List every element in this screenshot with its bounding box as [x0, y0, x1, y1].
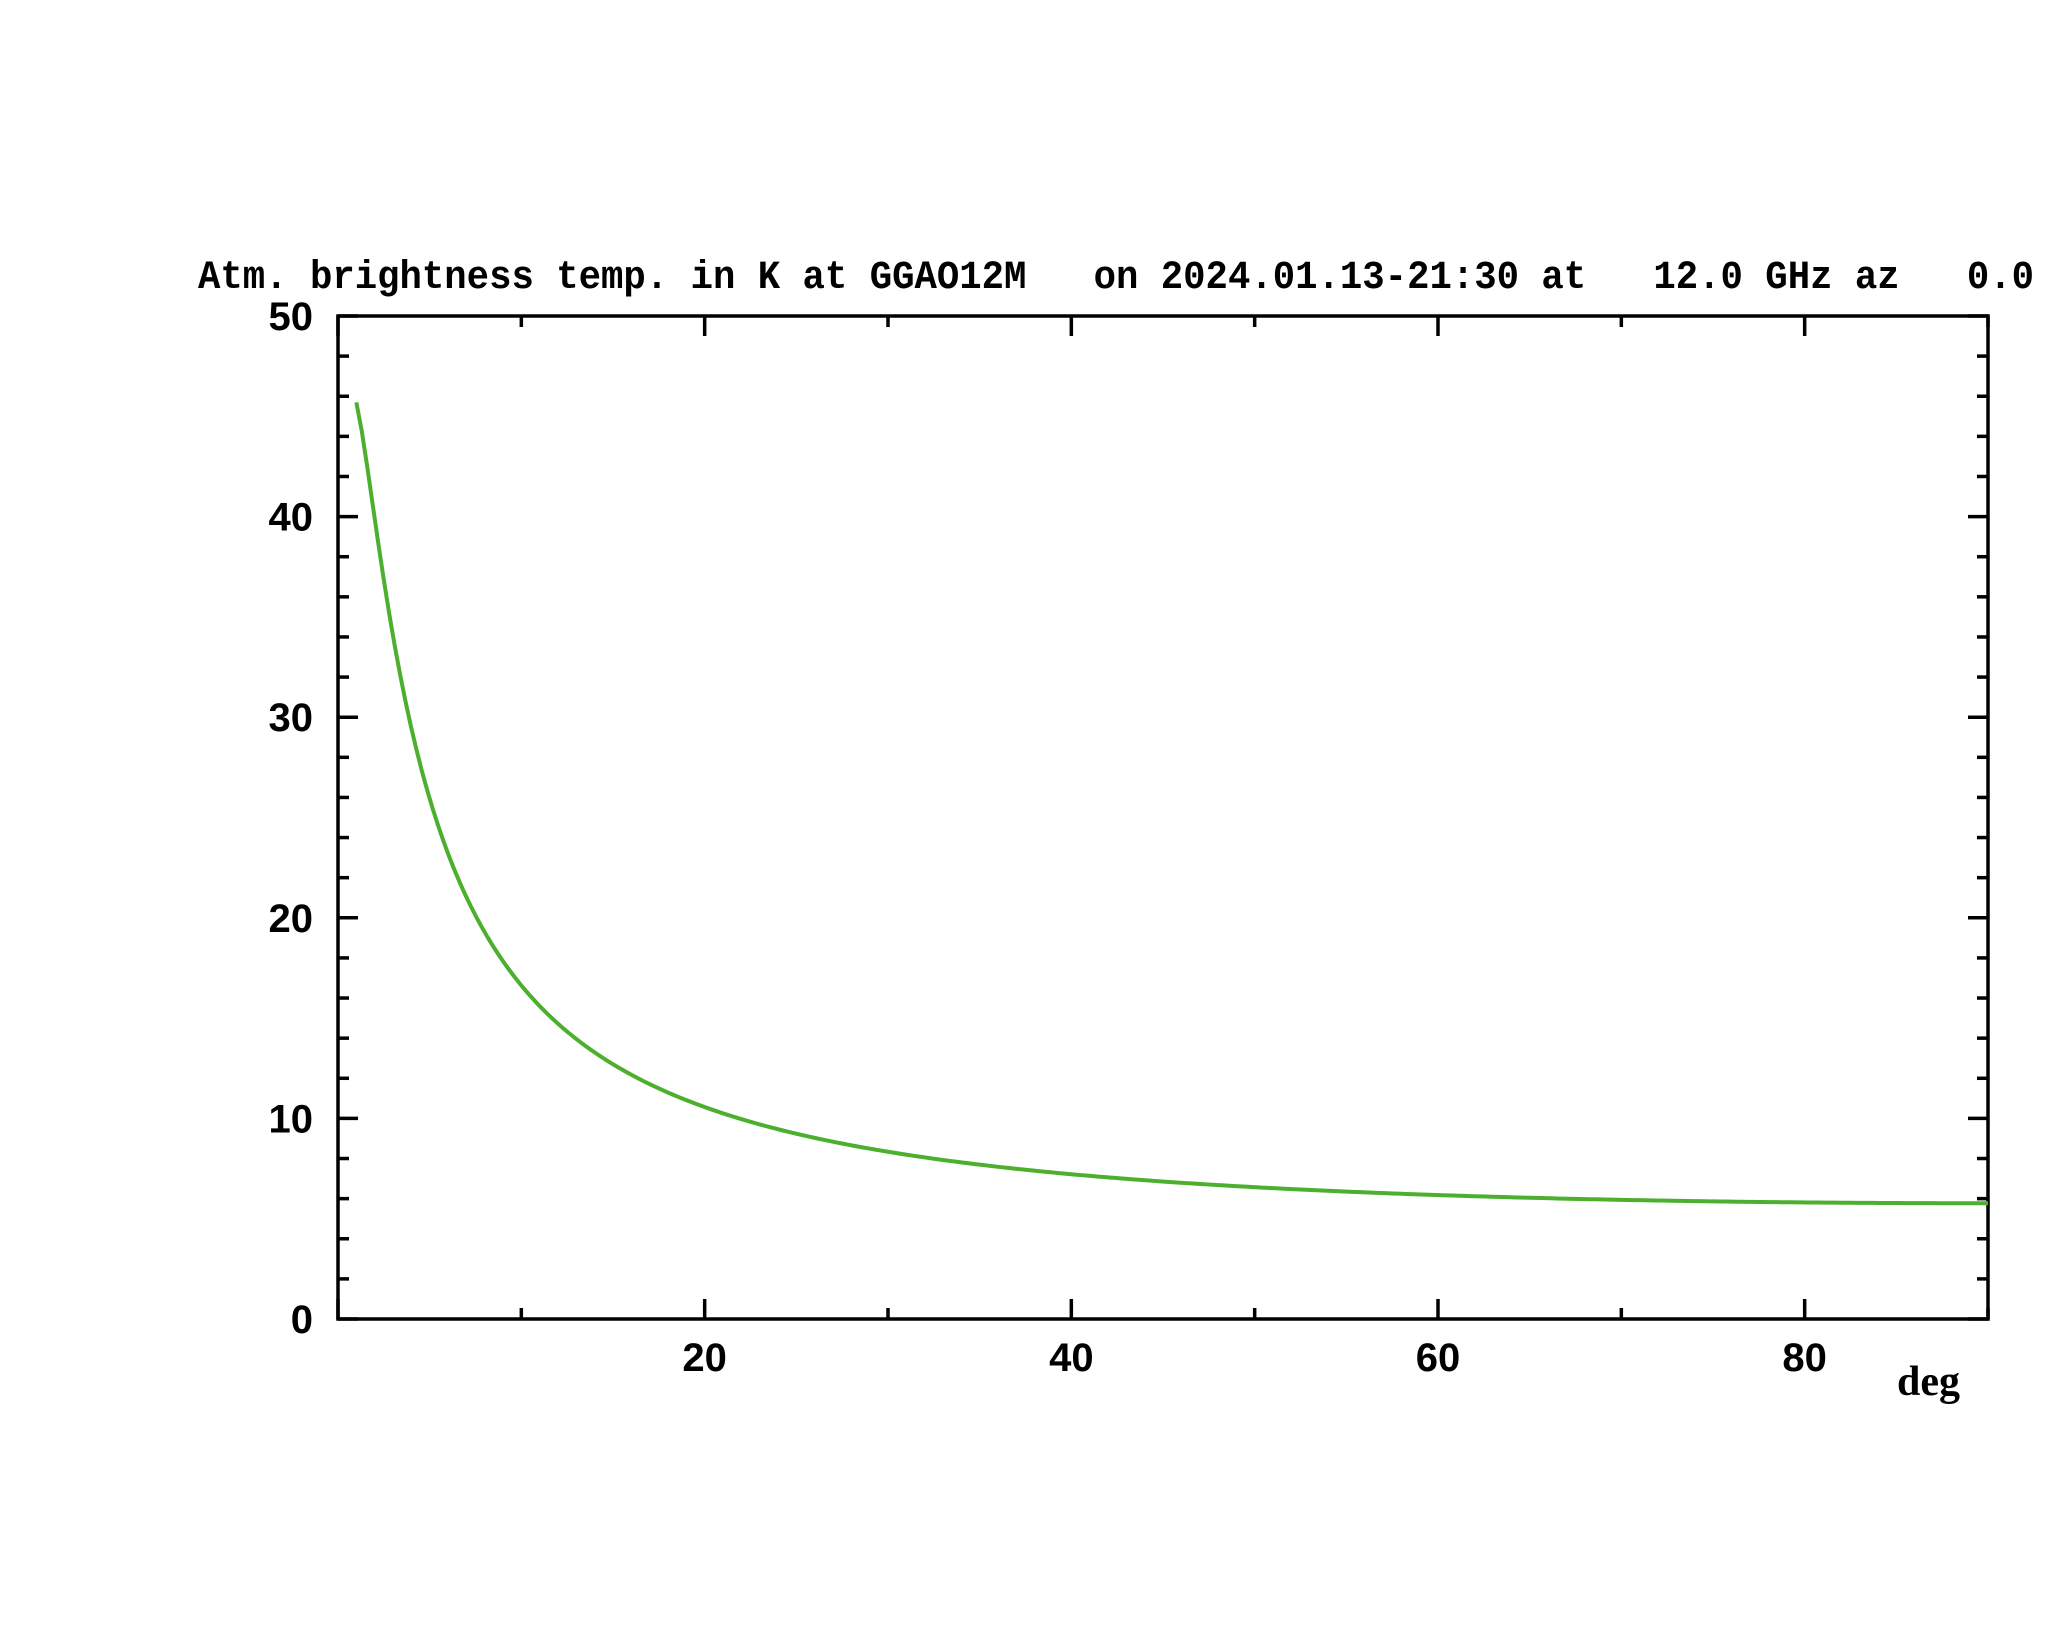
svg-text:0: 0 [291, 1298, 313, 1342]
svg-text:20: 20 [682, 1336, 727, 1380]
svg-text:Atm. brightness temp. in K at: Atm. brightness temp. in K at GGAO12M on… [198, 256, 2034, 301]
svg-text:30: 30 [269, 696, 314, 740]
svg-text:40: 40 [269, 496, 314, 540]
svg-text:40: 40 [1049, 1336, 1094, 1380]
svg-text:deg: deg [1897, 1359, 1960, 1405]
svg-text:60: 60 [1416, 1336, 1461, 1380]
svg-text:20: 20 [269, 897, 314, 941]
svg-text:50: 50 [269, 295, 314, 339]
svg-text:80: 80 [1782, 1336, 1827, 1380]
svg-text:10: 10 [269, 1097, 314, 1141]
